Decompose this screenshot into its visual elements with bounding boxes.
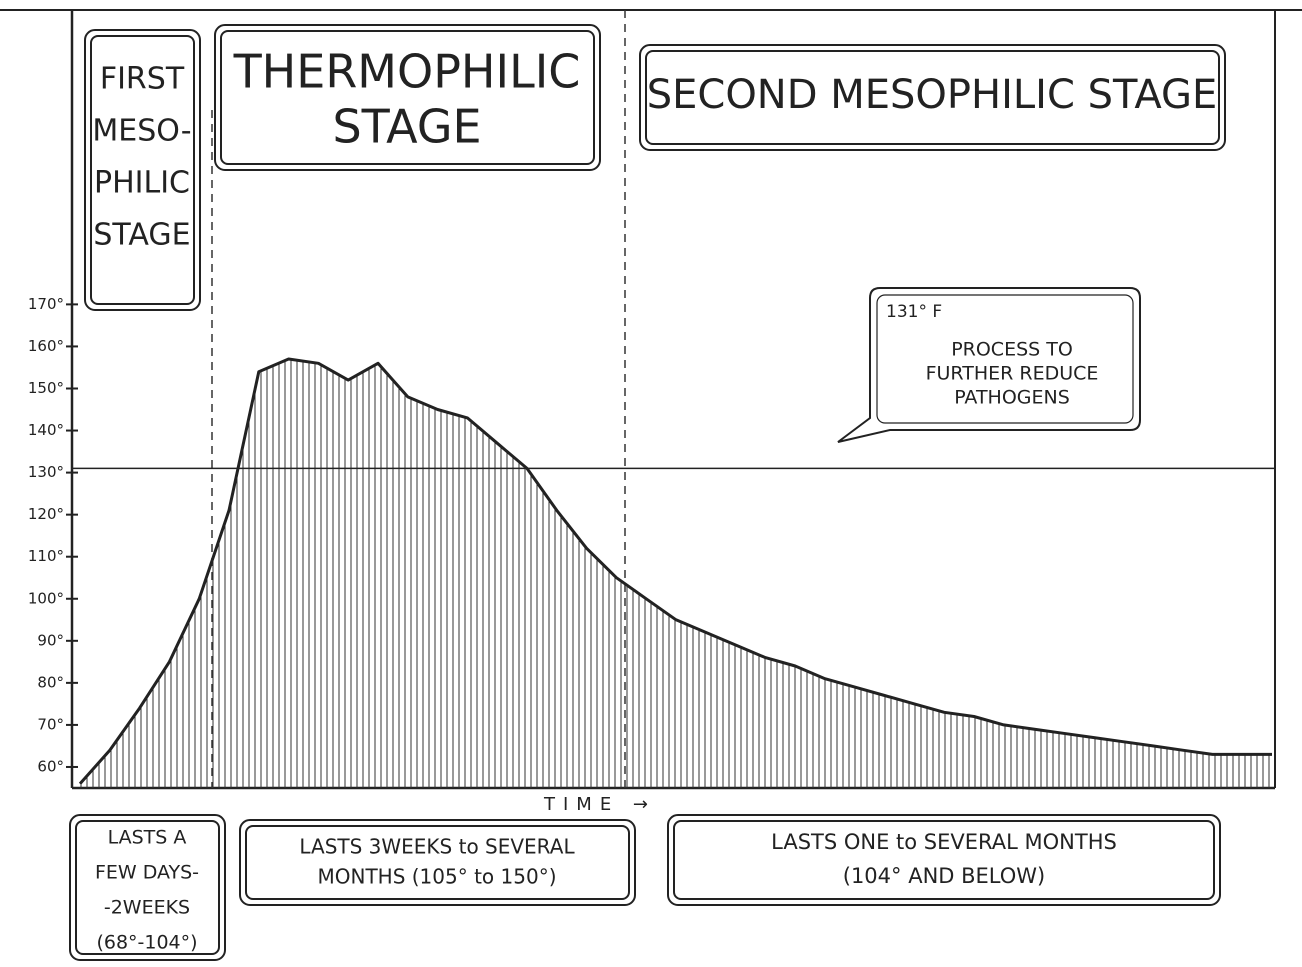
y-tick-label: 120°	[28, 505, 64, 523]
stage-duration: MONTHS (105° to 150°)	[317, 865, 556, 889]
callout	[837, 287, 1141, 443]
stage-title-box-inner	[90, 35, 195, 305]
stage-title: FIRST	[100, 62, 185, 97]
stage-title-box-inner	[220, 30, 595, 165]
annotation-text: FURTHER REDUCE	[926, 363, 1099, 385]
stage-duration-box	[69, 814, 226, 961]
annotation-label: 131° F	[886, 302, 942, 322]
stage-title-box	[84, 29, 201, 311]
stage-duration: -2WEEKS	[104, 897, 190, 919]
stage-duration: FEW DAYS-	[95, 862, 199, 884]
stage-duration-box	[239, 819, 636, 906]
y-tick-label: 170°	[28, 295, 64, 313]
stage-duration: LASTS ONE to SEVERAL MONTHS	[771, 830, 1117, 854]
y-tick-label: 160°	[28, 337, 64, 355]
annotation-text: PATHOGENS	[954, 387, 1070, 409]
stage-title: STAGE	[93, 218, 190, 253]
stage-title: PHILIC	[94, 166, 190, 201]
y-tick-label: 80°	[37, 673, 64, 691]
stage-duration-box-inner	[245, 825, 630, 900]
stage-duration-box-inner	[75, 820, 220, 955]
stage-title: STAGE	[332, 100, 481, 154]
stage-duration-box-inner	[673, 820, 1215, 900]
y-tick-label: 90°	[37, 631, 64, 649]
stage-title: THERMOPHILIC	[233, 45, 581, 99]
area	[80, 359, 1272, 788]
stage-title-box	[214, 24, 601, 171]
y-tick-label: 70°	[37, 715, 64, 733]
stage-duration: LASTS 3WEEKS to SEVERAL	[299, 835, 575, 859]
y-tick-label: 60°	[37, 757, 64, 775]
y-tick-label: 100°	[28, 589, 64, 607]
annotation-text: PROCESS TO	[951, 339, 1073, 361]
y-tick-label: 110°	[28, 547, 64, 565]
stage-title-box-inner	[645, 50, 1220, 145]
stage-title: SECOND MESOPHILIC STAGE	[647, 72, 1218, 118]
stage-title-box	[639, 44, 1226, 151]
stage-duration: (104° AND BELOW)	[843, 864, 1045, 888]
stage-duration: LASTS A	[108, 827, 187, 849]
stage-duration: (68°-104°)	[96, 932, 197, 954]
stage-duration-box	[667, 814, 1221, 906]
line	[78, 357, 1272, 785]
y-tick-label: 140°	[28, 421, 64, 439]
stage-title: MESO-	[92, 114, 191, 149]
y-tick-label: 130°	[28, 463, 64, 481]
callout-inner	[876, 294, 1134, 424]
y-tick-label: 150°	[28, 379, 64, 397]
x-axis-label: TIME →	[543, 794, 656, 815]
